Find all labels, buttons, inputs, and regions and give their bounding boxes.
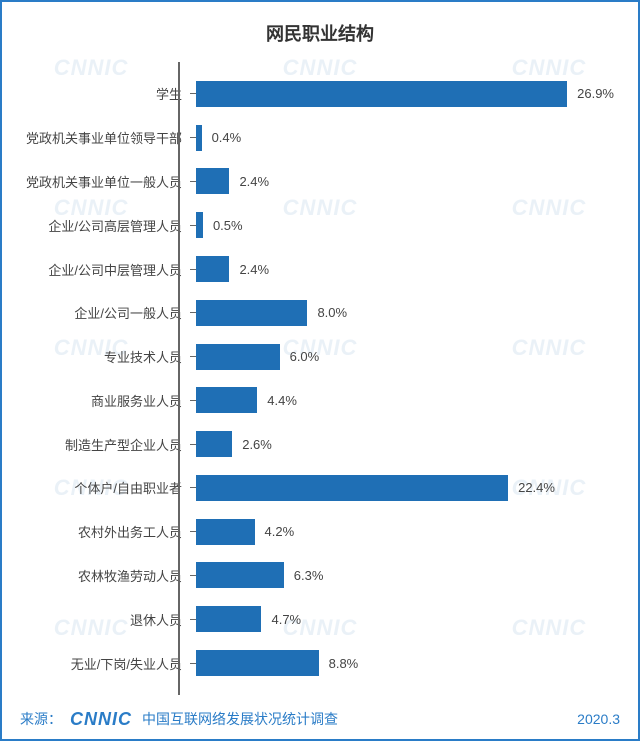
chart-frame: CNNICCNNICCNNICCNNICCNNICCNNICCNNICCNNIC… bbox=[0, 0, 640, 741]
bar-track: 8.0% bbox=[196, 293, 614, 333]
bar bbox=[196, 81, 567, 107]
value-label: 0.5% bbox=[213, 218, 243, 233]
bar-row: 农林牧渔劳动人员 6.3% bbox=[12, 555, 614, 595]
bar-track: 2.4% bbox=[196, 249, 614, 289]
value-label: 6.0% bbox=[290, 349, 320, 364]
bar bbox=[196, 431, 232, 457]
footer-date: 2020.3 bbox=[577, 711, 620, 727]
value-label: 22.4% bbox=[518, 480, 555, 495]
bar-row: 农村外出务工人员 4.2% bbox=[12, 512, 614, 552]
value-label: 6.3% bbox=[294, 568, 324, 583]
bar-track: 4.2% bbox=[196, 512, 614, 552]
category-label: 商业服务业人员 bbox=[12, 391, 190, 410]
chart-title: 网民职业结构 bbox=[2, 2, 638, 52]
value-label: 0.4% bbox=[212, 130, 242, 145]
value-label: 4.2% bbox=[265, 524, 295, 539]
bar-row: 党政机关事业单位领导干部 0.4% bbox=[12, 118, 614, 158]
bar-track: 8.8% bbox=[196, 643, 614, 683]
category-label: 党政机关事业单位一般人员 bbox=[12, 172, 190, 191]
category-label: 企业/公司高层管理人员 bbox=[12, 216, 190, 235]
value-label: 8.0% bbox=[317, 305, 347, 320]
bar bbox=[196, 519, 255, 545]
value-label: 2.4% bbox=[239, 174, 269, 189]
bar-track: 0.5% bbox=[196, 205, 614, 245]
category-label: 专业技术人员 bbox=[12, 347, 190, 366]
category-label: 企业/公司一般人员 bbox=[12, 303, 190, 322]
value-label: 2.4% bbox=[239, 262, 269, 277]
bar bbox=[196, 300, 307, 326]
category-label: 农林牧渔劳动人员 bbox=[12, 566, 190, 585]
bar bbox=[196, 475, 508, 501]
value-label: 4.7% bbox=[271, 612, 301, 627]
bar-row: 商业服务业人员 4.4% bbox=[12, 380, 614, 420]
value-label: 26.9% bbox=[577, 86, 614, 101]
bar bbox=[196, 344, 280, 370]
bar-row: 企业/公司中层管理人员 2.4% bbox=[12, 249, 614, 289]
bar-track: 4.7% bbox=[196, 599, 614, 639]
footer-subtitle: 中国互联网络发展状况统计调查 bbox=[142, 709, 338, 729]
bar-row: 制造生产型企业人员 2.6% bbox=[12, 424, 614, 464]
bar bbox=[196, 168, 229, 194]
bar-track: 0.4% bbox=[196, 118, 614, 158]
category-label: 学生 bbox=[12, 84, 190, 103]
value-label: 2.6% bbox=[242, 437, 272, 452]
bar-track: 2.4% bbox=[196, 161, 614, 201]
bar-row: 企业/公司高层管理人员 0.5% bbox=[12, 205, 614, 245]
bar bbox=[196, 256, 229, 282]
bar-track: 4.4% bbox=[196, 380, 614, 420]
bar bbox=[196, 387, 257, 413]
bar-track: 6.3% bbox=[196, 555, 614, 595]
category-label: 制造生产型企业人员 bbox=[12, 435, 190, 454]
footer-logo: CNNIC bbox=[70, 709, 132, 730]
bar bbox=[196, 606, 261, 632]
value-label: 8.8% bbox=[329, 656, 359, 671]
footer-source-prefix: 来源： bbox=[20, 709, 62, 729]
bar-track: 6.0% bbox=[196, 337, 614, 377]
category-label: 企业/公司中层管理人员 bbox=[12, 260, 190, 279]
bar-row: 个体户/自由职业者 22.4% bbox=[12, 468, 614, 508]
bar bbox=[196, 650, 319, 676]
bar bbox=[196, 562, 284, 588]
y-axis-line bbox=[178, 62, 180, 695]
bar-row: 无业/下岗/失业人员 8.8% bbox=[12, 643, 614, 683]
chart-area: 学生26.9%党政机关事业单位领导干部0.4%党政机关事业单位一般人员2.4%企… bbox=[2, 62, 638, 695]
bar-row: 党政机关事业单位一般人员 2.4% bbox=[12, 161, 614, 201]
bar-track: 22.4% bbox=[196, 468, 614, 508]
bar-row: 学生 26.9% bbox=[12, 74, 614, 114]
bar-track: 2.6% bbox=[196, 424, 614, 464]
bar-row: 退休人员 4.7% bbox=[12, 599, 614, 639]
value-label: 4.4% bbox=[267, 393, 297, 408]
category-label: 无业/下岗/失业人员 bbox=[12, 654, 190, 673]
category-label: 党政机关事业单位领导干部 bbox=[12, 128, 190, 147]
bar bbox=[196, 212, 203, 238]
bar-track: 26.9% bbox=[196, 74, 614, 114]
category-label: 退休人员 bbox=[12, 610, 190, 629]
bar-rows: 学生26.9%党政机关事业单位领导干部0.4%党政机关事业单位一般人员2.4%企… bbox=[12, 72, 614, 685]
bar-row: 专业技术人员 6.0% bbox=[12, 337, 614, 377]
bar-row: 企业/公司一般人员 8.0% bbox=[12, 293, 614, 333]
category-label: 个体户/自由职业者 bbox=[12, 478, 190, 497]
footer: 来源： CNNIC 中国互联网络发展状况统计调查 2020.3 bbox=[2, 699, 638, 739]
category-label: 农村外出务工人员 bbox=[12, 522, 190, 541]
bar bbox=[196, 125, 202, 151]
